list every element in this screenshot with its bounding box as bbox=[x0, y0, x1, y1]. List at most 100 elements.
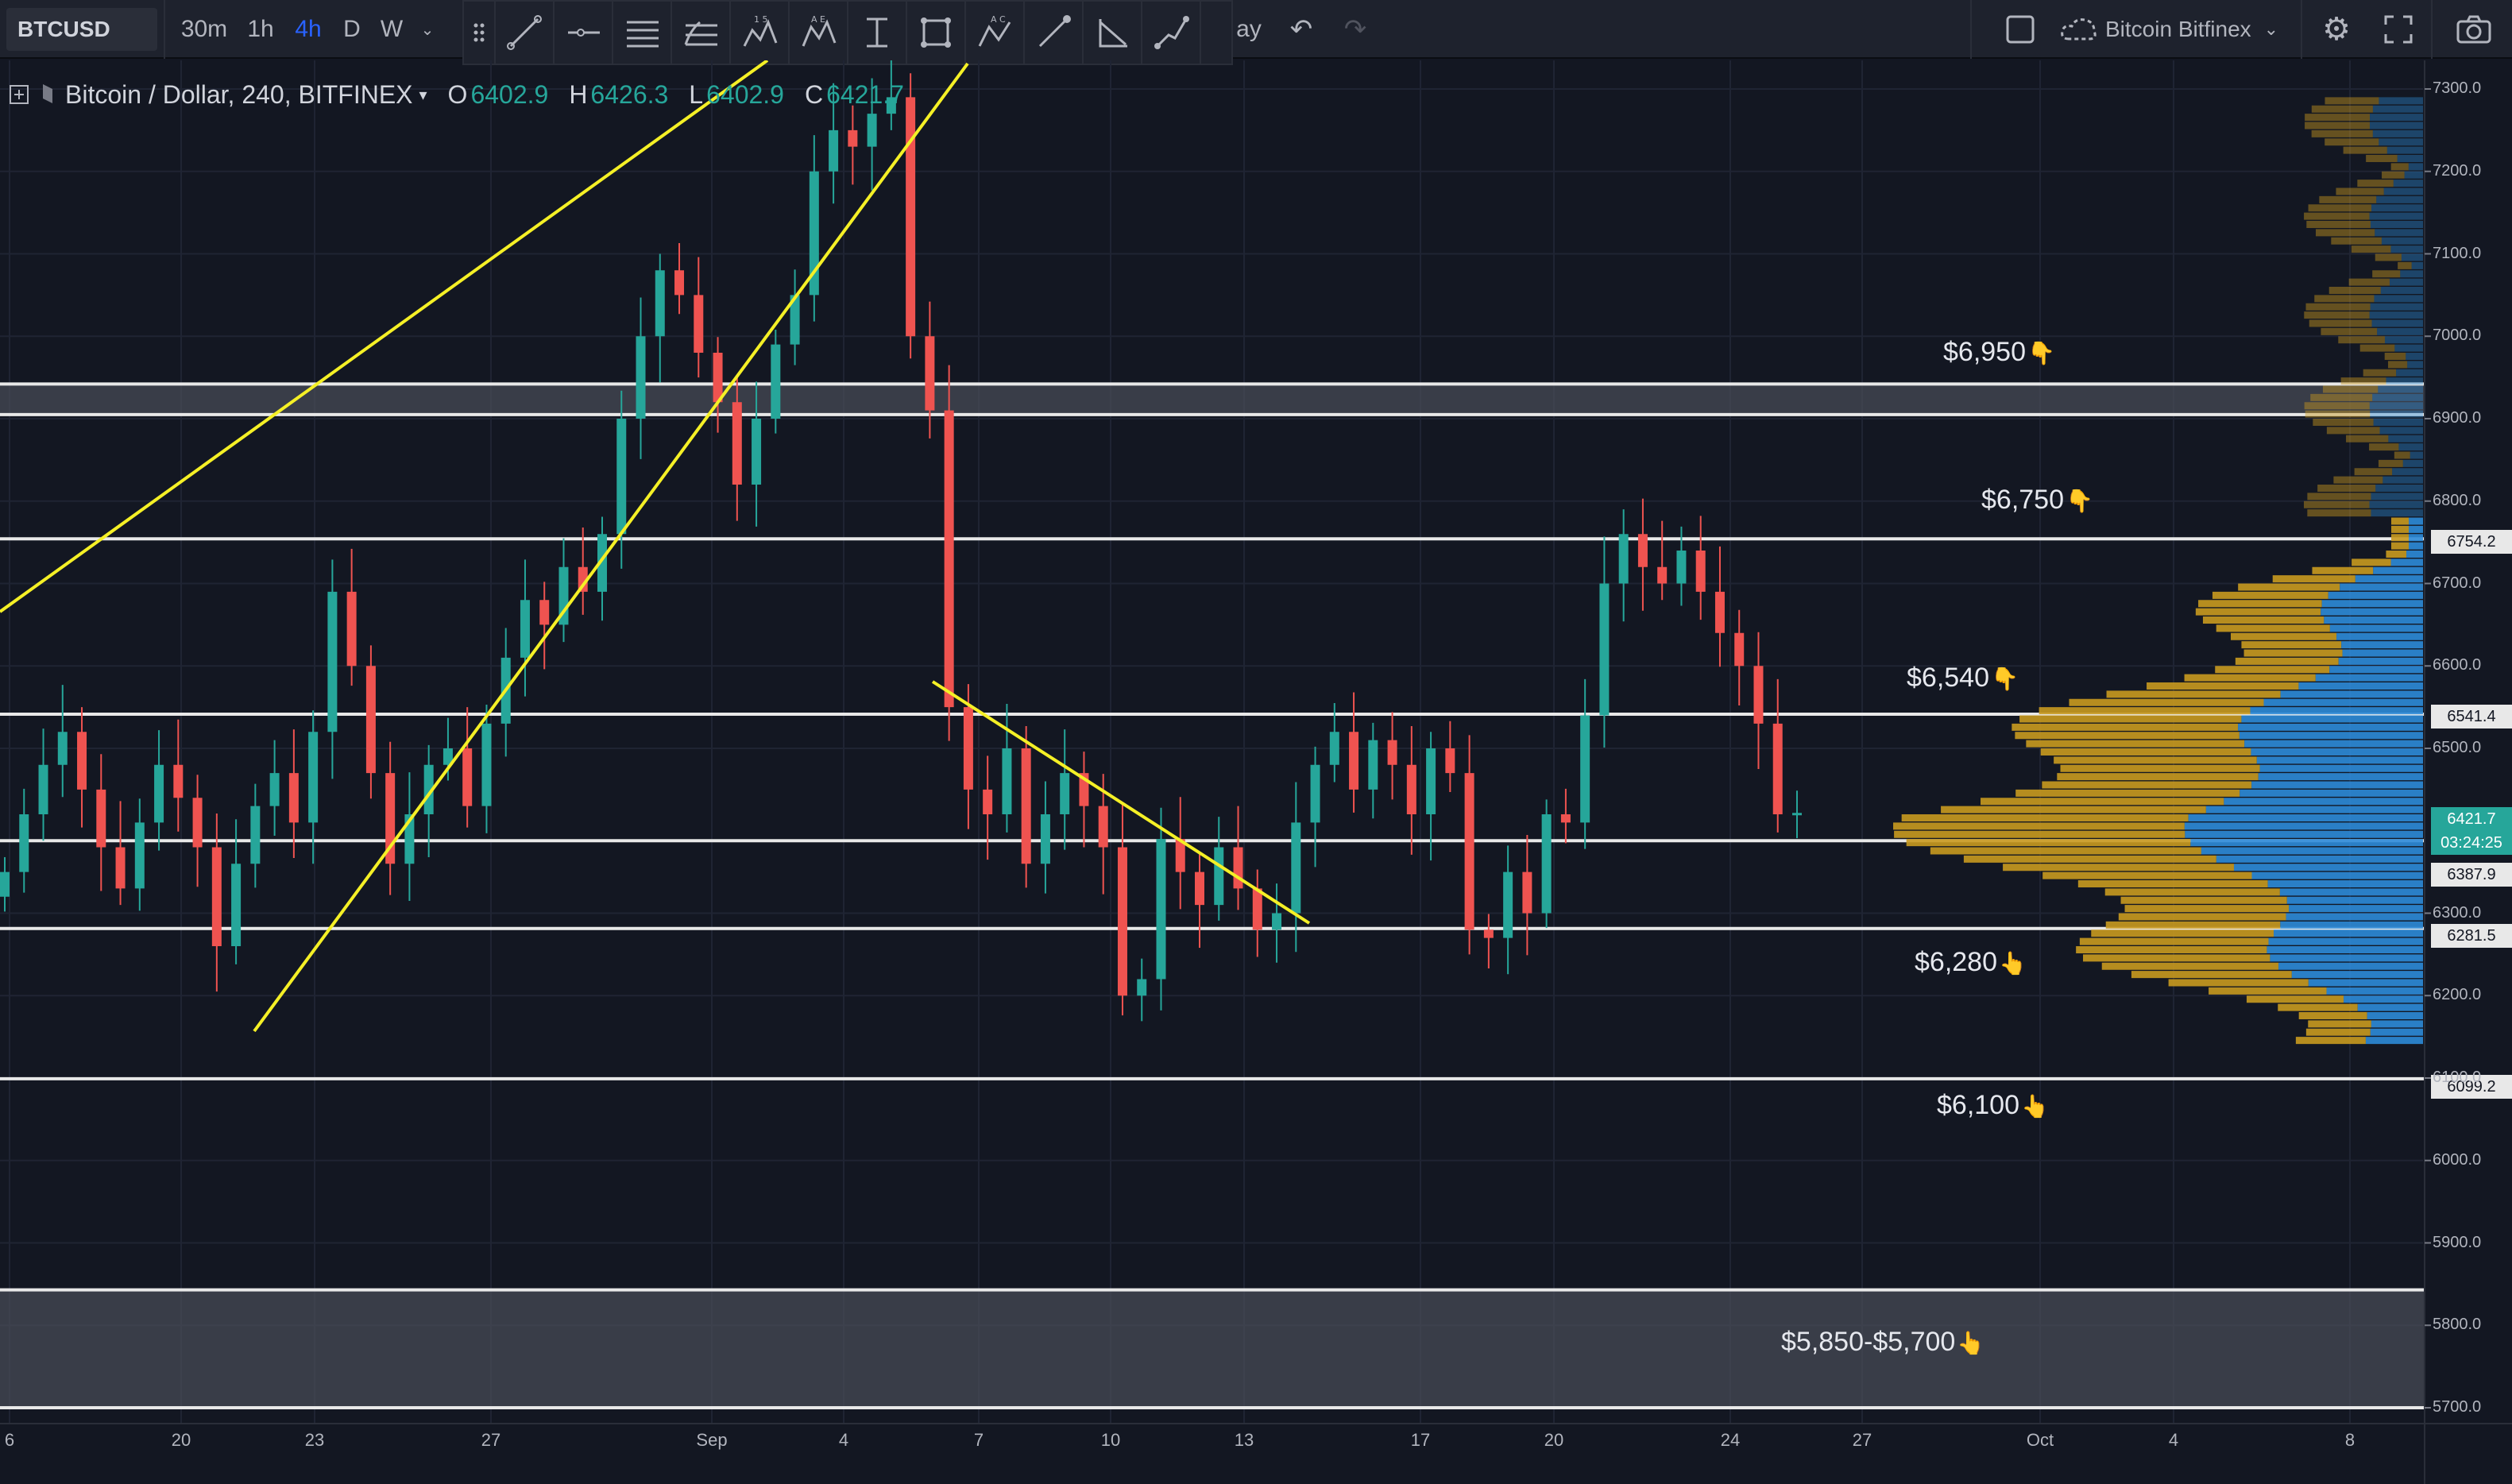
candle-body bbox=[96, 789, 106, 848]
volume-bar-up bbox=[2298, 682, 2423, 690]
tool-horizontal-ray[interactable] bbox=[555, 2, 613, 64]
volume-bar-up bbox=[2380, 287, 2423, 294]
interval-30m[interactable]: 30m bbox=[180, 16, 228, 42]
candle-body bbox=[77, 732, 87, 790]
pointing-down-icon: 👇 bbox=[1991, 667, 2019, 691]
toolbar-divider bbox=[1970, 0, 1972, 59]
redo-button[interactable]: ↷ bbox=[1328, 0, 1382, 59]
price-tag: 6099.2 bbox=[2431, 1075, 2512, 1099]
volume-bar-up bbox=[2321, 600, 2423, 608]
volume-bar-down bbox=[2387, 361, 2408, 369]
volume-bar-up bbox=[2379, 138, 2423, 146]
volume-bar-up bbox=[2268, 937, 2423, 945]
volume-bar-down bbox=[2077, 880, 2268, 887]
candle-body bbox=[308, 732, 319, 823]
volume-bar-down bbox=[2369, 443, 2399, 451]
price-axis-panel bbox=[2425, 60, 2512, 1484]
volume-bar-up bbox=[2308, 979, 2423, 987]
volume-bar-down bbox=[2304, 500, 2370, 508]
tool-ruler[interactable] bbox=[1025, 2, 1084, 64]
volume-bar-up bbox=[2216, 855, 2423, 863]
volume-bar-down bbox=[2104, 888, 2280, 896]
tool-date-price-range[interactable] bbox=[848, 2, 907, 64]
partial-label: ay bbox=[1236, 16, 1262, 42]
volume-bar-up bbox=[2233, 864, 2423, 871]
expand-icon[interactable] bbox=[8, 83, 30, 106]
interval-dropdown[interactable]: ⌄ bbox=[413, 0, 442, 59]
candle-body bbox=[655, 270, 665, 337]
tool-pitchfork[interactable] bbox=[613, 2, 672, 64]
toolbar-divider bbox=[2431, 0, 2433, 59]
volume-bar-up bbox=[2369, 500, 2423, 508]
volume-bar-up bbox=[2241, 715, 2423, 723]
volume-bar-down bbox=[2246, 995, 2344, 1003]
candle-body bbox=[1714, 591, 1725, 633]
flag-icon[interactable] bbox=[40, 83, 56, 106]
tool-xabcd-pattern[interactable]: 1 5 bbox=[731, 2, 790, 64]
candle-body bbox=[1483, 929, 1494, 938]
date-price-range-icon bbox=[867, 17, 887, 48]
volume-bar-down bbox=[2336, 187, 2384, 195]
tool-rectangle[interactable] bbox=[907, 2, 966, 64]
volume-bar-down bbox=[2398, 261, 2412, 269]
volume-bar-down bbox=[2391, 517, 2409, 525]
volume-bar-down bbox=[2057, 773, 2259, 781]
volume-bar-up bbox=[2238, 723, 2423, 731]
volume-bar-down bbox=[2321, 327, 2378, 335]
volume-bar-down bbox=[2060, 764, 2260, 772]
price-chart[interactable] bbox=[0, 60, 2512, 1484]
snapshot-button[interactable] bbox=[2442, 0, 2506, 59]
drawing-toolbar: 1 5 A E A C bbox=[462, 0, 1233, 65]
candle-body bbox=[1734, 632, 1745, 667]
tool-abcd-pattern[interactable]: A E bbox=[790, 2, 848, 64]
drag-handle[interactable] bbox=[464, 2, 496, 64]
volume-bar-down bbox=[2317, 485, 2376, 492]
volume-bar-down bbox=[2215, 666, 2330, 674]
price-tick-label: 5900.0 bbox=[2433, 1233, 2482, 1251]
volume-bar-down bbox=[2311, 105, 2373, 113]
fullscreen-button[interactable] bbox=[2371, 0, 2426, 59]
undo-icon: ↶ bbox=[1289, 14, 1313, 44]
settings-button[interactable]: ⚙ bbox=[2309, 0, 2364, 59]
tool-path[interactable] bbox=[1142, 2, 1201, 64]
volume-bar-down bbox=[2076, 946, 2267, 953]
volume-bar-down bbox=[2307, 493, 2371, 500]
candle-body bbox=[1599, 583, 1610, 716]
volume-bar-up bbox=[2329, 666, 2423, 674]
tool-fib-retracement[interactable] bbox=[672, 2, 731, 64]
abc-pattern-icon: A C bbox=[978, 14, 1011, 47]
interval-1h[interactable]: 1h bbox=[247, 16, 274, 42]
volume-bar-up bbox=[2409, 542, 2423, 550]
legend-title[interactable]: Bitcoin / Dollar, 240, BITFINEX bbox=[65, 79, 413, 109]
candle-body bbox=[404, 814, 415, 864]
volume-bar-up bbox=[2409, 534, 2423, 542]
volume-bar-up bbox=[2407, 361, 2423, 369]
symbol-search[interactable]: BTCUSD bbox=[6, 8, 157, 51]
volume-bar-down bbox=[2147, 682, 2299, 690]
interval-4h[interactable]: 4h bbox=[295, 16, 322, 42]
close-value: 6421.7 bbox=[826, 79, 904, 109]
tool-trend-line[interactable] bbox=[496, 2, 555, 64]
layout-button[interactable] bbox=[1992, 0, 2048, 59]
undo-button[interactable]: ↶ bbox=[1274, 0, 1328, 59]
volume-bar-up bbox=[2384, 336, 2423, 344]
high-label: H bbox=[569, 79, 588, 109]
volume-bar-up bbox=[2373, 419, 2423, 426]
chevron-down-icon[interactable]: ▾ bbox=[419, 86, 427, 104]
interval-w[interactable]: W bbox=[380, 16, 404, 42]
volume-bar-down bbox=[2168, 979, 2309, 987]
volume-bar-down bbox=[2386, 551, 2407, 558]
xabcd-pattern-icon: 1 5 bbox=[743, 14, 778, 47]
volume-bar-up bbox=[2377, 327, 2423, 335]
tool-gann[interactable] bbox=[1084, 2, 1142, 64]
volume-bar-down bbox=[2312, 566, 2374, 574]
exchange-selector[interactable]: Bitcoin Bitfinex ⌄ bbox=[2059, 0, 2298, 59]
candle-body bbox=[269, 773, 280, 806]
tool-abc-pattern[interactable]: A C bbox=[966, 2, 1025, 64]
ruler-icon bbox=[1038, 15, 1071, 48]
price-zones bbox=[0, 384, 2425, 1408]
volume-bar-down bbox=[2040, 748, 2251, 756]
fullscreen-icon bbox=[2384, 15, 2413, 44]
volume-bar-up bbox=[2383, 476, 2423, 484]
interval-d[interactable]: D bbox=[343, 16, 361, 42]
